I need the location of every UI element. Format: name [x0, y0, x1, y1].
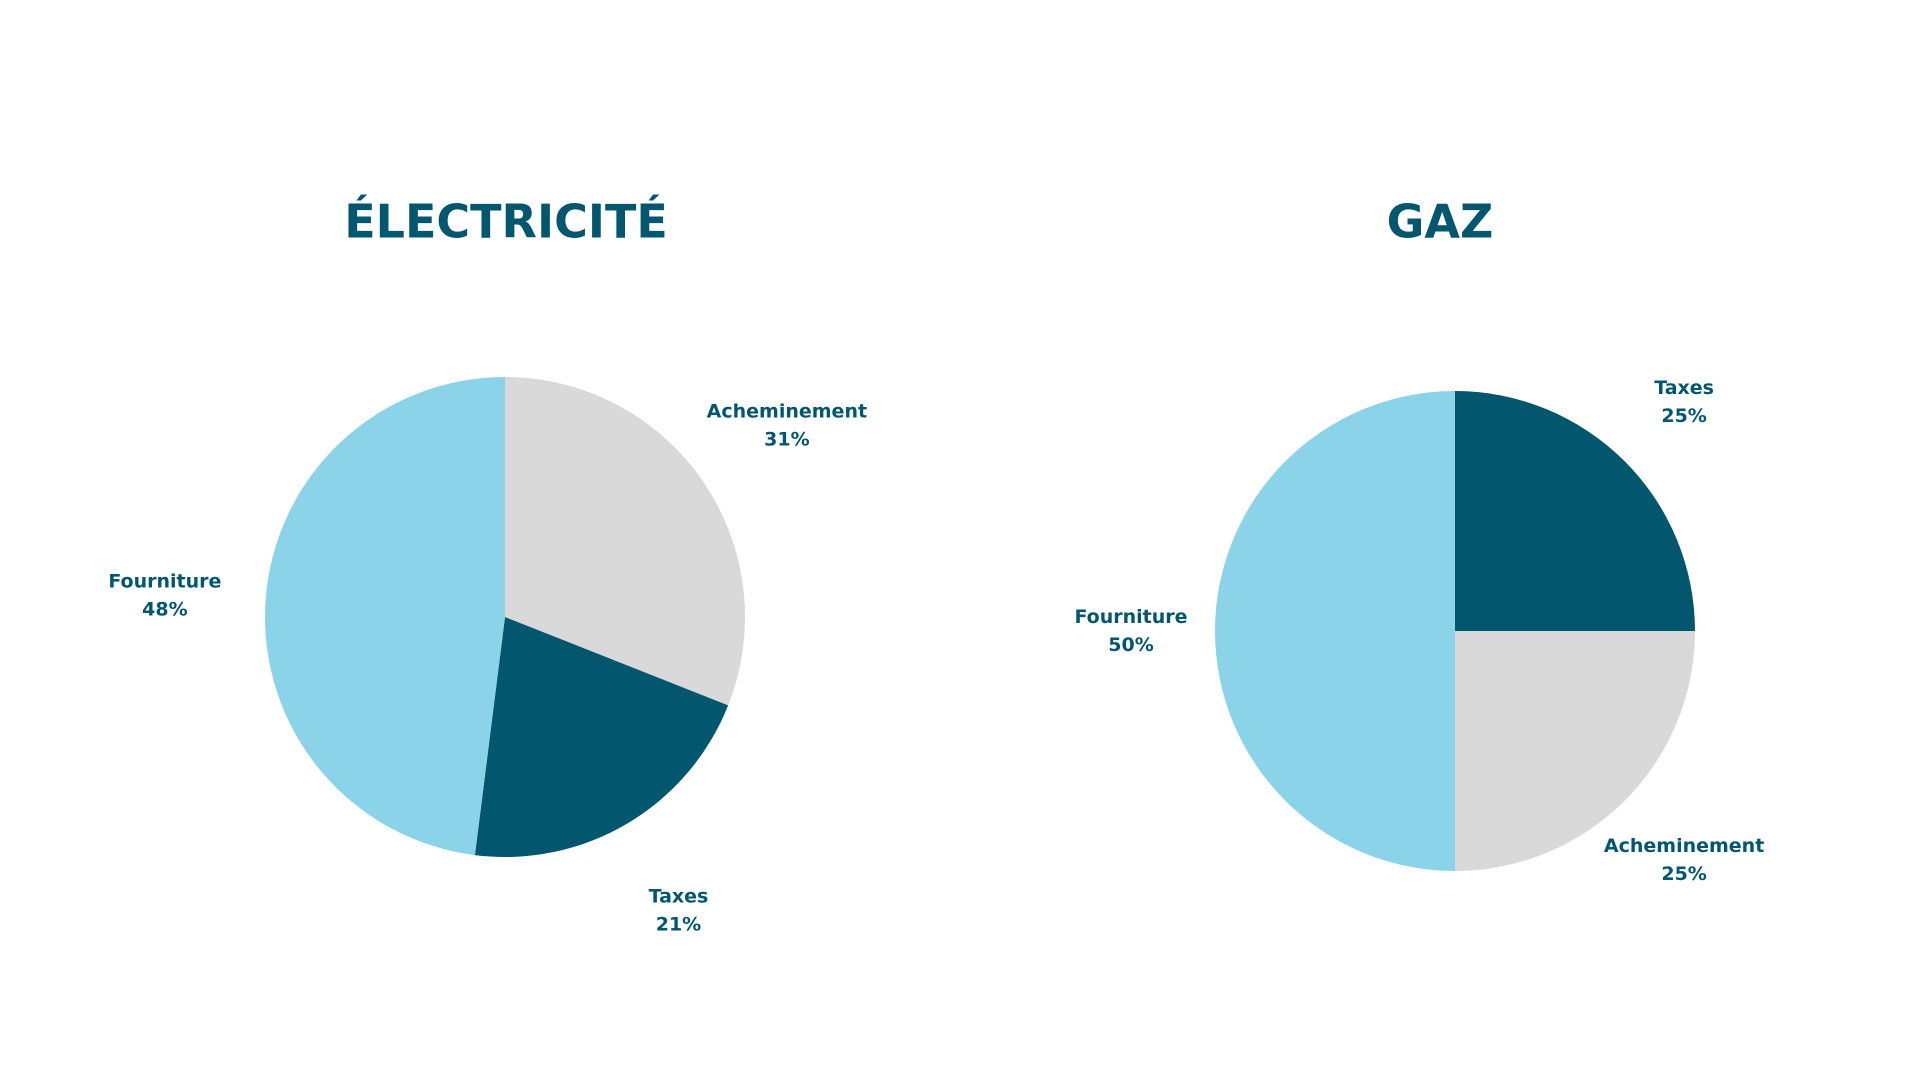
chart-title: ÉLECTRICITÉ	[344, 195, 668, 249]
slice-name: Acheminement	[707, 400, 867, 422]
slice-name: Fourniture	[108, 570, 221, 592]
slice-label: Acheminement 31%	[707, 400, 867, 450]
pie-slice	[505, 376, 745, 706]
slice-name: Taxes	[1654, 376, 1714, 398]
slice-value: 25%	[1661, 404, 1706, 426]
slice-label: Fourniture 48%	[108, 570, 221, 620]
slice-value: 50%	[1108, 634, 1153, 656]
slice-value: 31%	[764, 428, 809, 450]
slice-label: Acheminement 25%	[1604, 835, 1764, 885]
slice-label: Taxes 21%	[649, 885, 709, 935]
pie-slice	[474, 617, 729, 857]
chart-title: GAZ	[1387, 195, 1494, 249]
pie-slice	[1215, 391, 1455, 871]
pie-slice	[1455, 391, 1695, 631]
pie-slice	[1455, 631, 1695, 871]
slice-label: Taxes 25%	[1654, 376, 1714, 426]
slice-name: Fourniture	[1074, 606, 1187, 628]
pie-slice	[264, 377, 505, 856]
slice-name: Acheminement	[1604, 835, 1764, 857]
slice-value: 21%	[656, 913, 701, 935]
slice-value: 25%	[1661, 863, 1706, 885]
slice-label: Fourniture 50%	[1074, 606, 1187, 656]
slice-value: 48%	[142, 598, 187, 620]
slice-name: Taxes	[649, 885, 709, 907]
